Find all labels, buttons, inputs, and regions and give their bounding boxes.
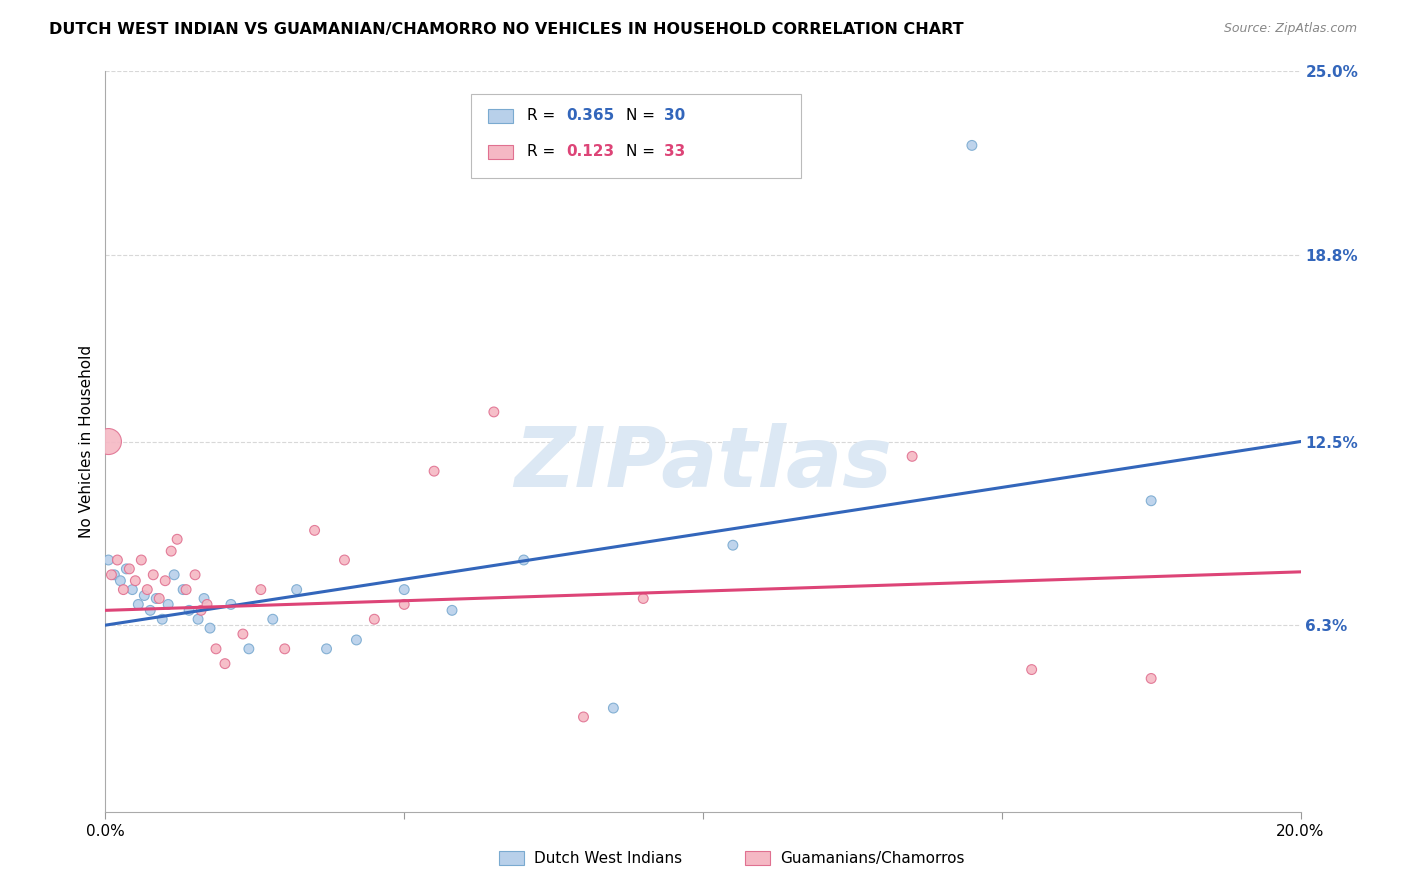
Text: 0.365: 0.365 [567, 109, 614, 123]
Point [1140, 493, 1163, 508]
Point [205, 641, 228, 656]
Point [157, 598, 180, 612]
Point [901, 450, 924, 464]
Point [238, 641, 260, 656]
Point [163, 567, 186, 582]
Point [127, 598, 149, 612]
Point [103, 567, 125, 582]
Point [633, 591, 655, 606]
Text: 0.123: 0.123 [567, 145, 614, 159]
Point [602, 701, 624, 715]
Point [160, 544, 183, 558]
Point [187, 612, 209, 626]
Point [440, 603, 463, 617]
Point [392, 598, 416, 612]
Point [115, 562, 138, 576]
Text: 33: 33 [664, 145, 685, 159]
Point [139, 603, 162, 617]
Point [572, 710, 595, 724]
Point [184, 567, 207, 582]
Point [423, 464, 446, 478]
Point [121, 582, 143, 597]
Point [333, 553, 356, 567]
Point [721, 538, 744, 552]
Point [1021, 663, 1043, 677]
Point [148, 591, 170, 606]
Point [190, 603, 212, 617]
Point [363, 612, 385, 626]
Point [174, 582, 197, 597]
Point [219, 598, 242, 612]
Point [172, 582, 194, 597]
Point [960, 138, 983, 153]
Point [124, 574, 146, 588]
Point [482, 405, 505, 419]
Point [315, 641, 337, 656]
Point [166, 533, 188, 547]
Point [285, 582, 308, 597]
Point [142, 567, 165, 582]
Point [193, 591, 215, 606]
Text: Dutch West Indians: Dutch West Indians [534, 851, 682, 865]
Point [112, 582, 135, 597]
Point [513, 553, 536, 567]
Point [129, 553, 153, 567]
Point [1140, 672, 1163, 686]
Text: Source: ZipAtlas.com: Source: ZipAtlas.com [1223, 22, 1357, 36]
Point [232, 627, 254, 641]
Point [136, 582, 159, 597]
Point [304, 524, 326, 538]
Point [97, 434, 120, 449]
Text: R =: R = [527, 109, 561, 123]
Point [392, 582, 416, 597]
Point [107, 553, 129, 567]
Text: R =: R = [527, 145, 561, 159]
Point [153, 574, 177, 588]
Point [346, 632, 368, 647]
Text: N =: N = [626, 109, 659, 123]
Text: DUTCH WEST INDIAN VS GUAMANIAN/CHAMORRO NO VEHICLES IN HOUSEHOLD CORRELATION CHA: DUTCH WEST INDIAN VS GUAMANIAN/CHAMORRO … [49, 22, 965, 37]
Text: 30: 30 [664, 109, 685, 123]
Point [150, 612, 173, 626]
Point [118, 562, 141, 576]
Text: ZIPatlas: ZIPatlas [515, 423, 891, 504]
Point [214, 657, 236, 671]
Text: N =: N = [626, 145, 659, 159]
Point [110, 574, 132, 588]
Point [250, 582, 273, 597]
Point [177, 603, 200, 617]
Point [262, 612, 284, 626]
Text: Guamanians/Chamorros: Guamanians/Chamorros [780, 851, 965, 865]
Point [145, 591, 167, 606]
Point [195, 598, 218, 612]
Point [97, 553, 120, 567]
Y-axis label: No Vehicles in Household: No Vehicles in Household [79, 345, 94, 538]
Point [134, 589, 156, 603]
Point [273, 641, 295, 656]
Point [198, 621, 221, 635]
Point [100, 567, 122, 582]
